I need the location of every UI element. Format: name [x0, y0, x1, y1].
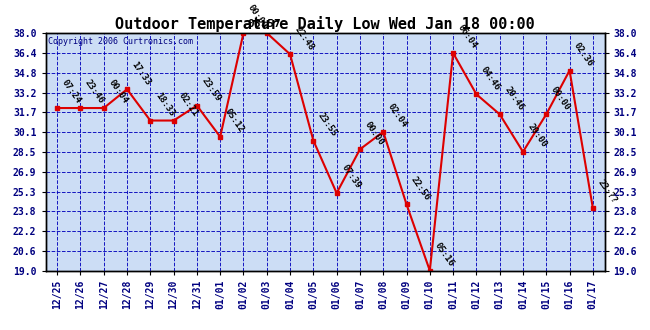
Text: 04:46: 04:46 — [479, 65, 502, 92]
Text: 00:04: 00:04 — [107, 78, 129, 106]
Text: 02:04: 02:04 — [386, 102, 409, 129]
Title: Outdoor Temperature Daily Low Wed Jan 18 00:00: Outdoor Temperature Daily Low Wed Jan 18… — [115, 16, 535, 32]
Text: 22:56: 22:56 — [410, 175, 432, 202]
Text: 06:57: 06:57 — [248, 18, 281, 29]
Text: 18:33: 18:33 — [153, 91, 176, 118]
Text: 05:16: 05:16 — [433, 241, 456, 268]
Text: 22:48: 22:48 — [293, 24, 316, 52]
Text: 02:36: 02:36 — [573, 41, 595, 68]
Text: 20:46: 20:46 — [502, 84, 525, 112]
Text: 00:00: 00:00 — [246, 3, 269, 30]
Text: 07:39: 07:39 — [339, 163, 362, 190]
Text: 17:33: 17:33 — [130, 60, 153, 87]
Text: 05:12: 05:12 — [223, 107, 246, 134]
Text: 23:??: 23:?? — [595, 179, 618, 206]
Text: 07:24: 07:24 — [60, 78, 83, 106]
Text: 00:00: 00:00 — [363, 119, 385, 147]
Text: 06:04: 06:04 — [456, 23, 478, 50]
Text: 23:59: 23:59 — [200, 76, 222, 103]
Text: 20:00: 20:00 — [526, 122, 549, 149]
Text: 23:55: 23:55 — [316, 111, 339, 138]
Text: Copyright 2006 Curtronics.com: Copyright 2006 Curtronics.com — [48, 37, 193, 46]
Text: 23:46: 23:46 — [83, 78, 106, 106]
Text: 02:21: 02:21 — [176, 91, 199, 118]
Text: 00:00: 00:00 — [549, 84, 572, 112]
